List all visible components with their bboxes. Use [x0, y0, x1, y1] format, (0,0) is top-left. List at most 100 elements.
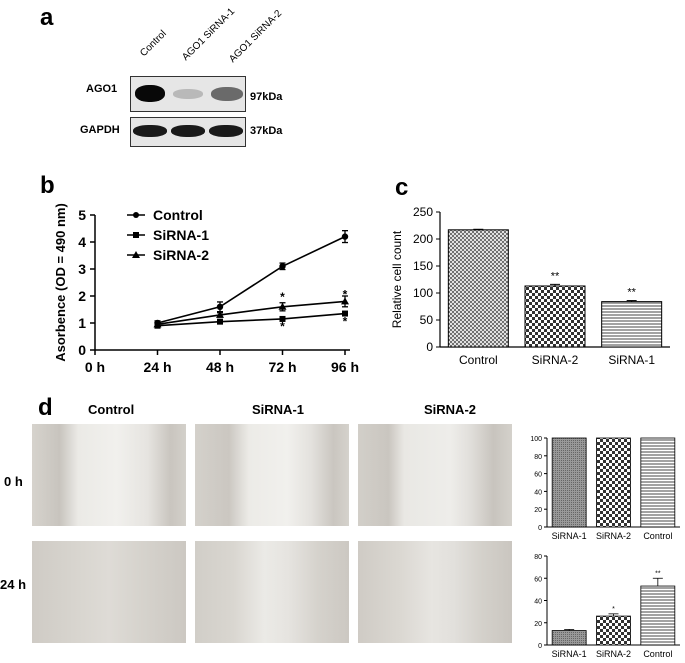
blot-label-gapdh: GAPDH — [80, 124, 120, 136]
significance-mark: * — [612, 606, 615, 613]
significance-mark: * — [343, 287, 348, 301]
column-header-control: Control — [88, 402, 135, 417]
y-axis-label: Asorbence (OD = 490 nm) — [53, 203, 68, 362]
lane-label-sirna2: AGO1 SiRNA-2 — [227, 8, 285, 65]
y-tick-label: 80 — [534, 454, 542, 461]
y-tick-label: 100 — [413, 286, 433, 300]
legend-marker — [132, 251, 140, 258]
series-line-3 — [157, 300, 346, 326]
column-header-sirna2: SiRNA-2 — [424, 402, 477, 417]
data-point — [153, 320, 162, 328]
wound-image-sirna1-0h — [195, 424, 349, 526]
legend-marker — [133, 212, 139, 218]
y-tick-label: 0 — [538, 525, 542, 532]
x-tick-label: 72 h — [268, 359, 296, 375]
row-header-24h: 24 h — [0, 577, 27, 592]
bar — [640, 437, 676, 528]
x-tick-label: 48 h — [206, 359, 234, 375]
data-point — [216, 303, 224, 310]
y-tick-label: 0 — [426, 340, 433, 354]
lane-label-control: Control — [138, 28, 169, 59]
wound-image-sirna1-24h — [195, 541, 349, 643]
blot-band — [211, 87, 243, 101]
series-line-2 — [157, 312, 346, 327]
x-tick-label: 96 h — [331, 359, 359, 375]
bar — [640, 585, 676, 646]
x-tick-label: SiRNA-2 — [532, 353, 579, 367]
x-tick-label: SiRNA-1 — [552, 649, 587, 659]
migration-bar-chart-24h: 0 20 40 60 80 SiRNA-1 * SiRNA-2 ** Control — [534, 554, 680, 659]
y-tick-label: 50 — [420, 313, 434, 327]
series-line-1 — [157, 235, 346, 324]
migration-bar-chart-0h: 0 20 40 60 80 100 SiRNA-1 SiRNA-2 Control — [530, 436, 680, 541]
x-tick-label: SiRNA-2 — [596, 649, 631, 659]
panel-b-letter: b — [40, 172, 55, 199]
bar — [551, 630, 587, 646]
y-tick-label: 1 — [78, 315, 86, 331]
blot-label-ago1: AGO1 — [86, 83, 118, 95]
column-header-sirna1: SiRNA-1 — [252, 402, 305, 417]
panel-d-letter: d — [38, 394, 53, 421]
bar — [524, 285, 586, 348]
bar — [596, 615, 631, 646]
significance-mark: ** — [627, 287, 636, 299]
blot-band — [209, 125, 243, 137]
blot-strip-ago1 — [130, 76, 246, 112]
bar — [596, 437, 631, 528]
y-tick-label: 80 — [534, 554, 542, 561]
significance-mark: ** — [655, 570, 661, 577]
data-point — [279, 315, 286, 322]
y-tick-label: 150 — [413, 259, 433, 273]
data-point — [216, 310, 224, 318]
legend-label: SiRNA-1 — [153, 227, 209, 243]
y-tick-label: 5 — [78, 207, 86, 223]
blot-band — [133, 125, 167, 137]
y-tick-label: 0 — [78, 342, 86, 358]
y-tick-label: 0 — [538, 643, 542, 650]
wound-image-sirna2-24h — [358, 541, 512, 643]
x-tick-label: Control — [643, 649, 672, 659]
y-tick-label: 200 — [413, 232, 433, 246]
blot-band — [171, 125, 205, 137]
bar — [601, 301, 663, 348]
y-tick-label: 250 — [413, 205, 433, 219]
y-tick-label: 60 — [534, 472, 542, 479]
bar — [447, 229, 509, 348]
legend-marker — [133, 232, 139, 238]
significance-mark: * — [280, 290, 285, 304]
data-point — [341, 233, 349, 240]
row-header-0h: 0 h — [4, 474, 23, 489]
x-tick-label: SiRNA-1 — [552, 531, 587, 541]
x-tick-label: 0 h — [85, 359, 105, 375]
y-axis-label: Relative cell count — [390, 230, 404, 328]
data-point — [279, 263, 286, 270]
legend-label: SiRNA-2 — [153, 247, 209, 263]
wound-image-sirna2-0h — [358, 424, 512, 526]
y-tick-label: 40 — [534, 599, 542, 606]
wound-image-control-0h — [32, 424, 186, 526]
panel-c-letter: c — [395, 174, 409, 201]
y-tick-label: 2 — [78, 288, 86, 304]
bar — [551, 437, 587, 528]
absorbance-line-chart: 0 1 2 3 4 5 0 h 24 h 48 h 72 h 96 h Asorbence (OD =… — [53, 203, 359, 375]
x-tick-label: SiRNA-2 — [596, 531, 631, 541]
x-tick-label: 24 h — [143, 359, 171, 375]
x-tick-label: Control — [643, 531, 672, 541]
x-tick-label: Control — [459, 353, 498, 367]
significance-mark: * — [280, 320, 285, 334]
cell-count-bar-chart: 0 50 100 150 200 250 Relative cell count Contro… — [390, 205, 670, 367]
y-tick-label: 20 — [534, 621, 542, 628]
y-tick-label: 3 — [78, 261, 86, 277]
panel-a-letter: a — [40, 4, 54, 31]
y-tick-label: 40 — [534, 489, 542, 496]
legend-label: Control — [153, 207, 203, 223]
data-point — [342, 310, 348, 317]
data-point — [341, 297, 349, 305]
y-tick-label: 60 — [534, 576, 542, 583]
y-tick-label: 4 — [78, 234, 86, 250]
blot-band — [135, 85, 165, 102]
blot-strip-gapdh — [130, 117, 246, 147]
wound-image-control-24h — [32, 541, 186, 643]
kda-label-ago1: 97kDa — [250, 91, 283, 103]
x-tick-label: SiRNA-1 — [608, 353, 655, 367]
